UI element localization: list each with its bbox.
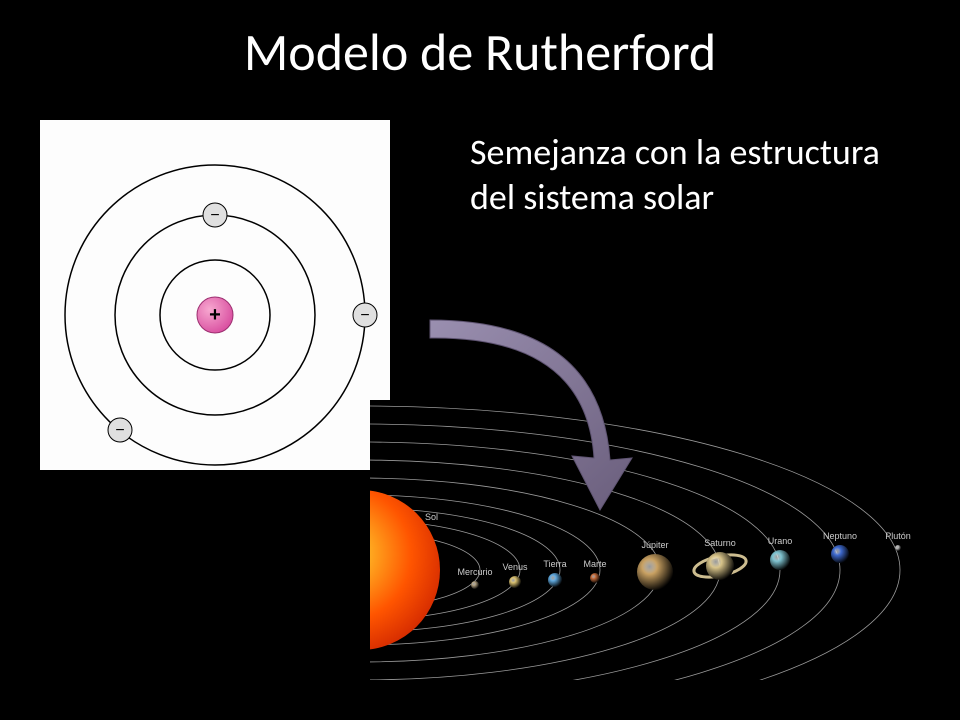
atom-diagram-panel: + − − − [40,120,390,470]
svg-text:Tierra: Tierra [543,559,566,569]
svg-text:−: − [115,422,124,439]
svg-text:Mercurio: Mercurio [457,567,492,577]
svg-text:−: − [360,307,369,324]
curved-arrow [400,290,660,550]
svg-text:Urano: Urano [768,536,793,546]
svg-text:Neptuno: Neptuno [823,531,857,541]
body-text: Semejanza con la estructura del sistema … [470,130,910,220]
atom-diagram: + − − − [40,120,390,470]
svg-text:Venus: Venus [502,562,528,572]
svg-text:−: − [210,207,219,224]
slide-title: Modelo de Rutherford [0,20,960,84]
svg-text:Marte: Marte [583,559,606,569]
svg-text:Plutón: Plutón [885,531,911,541]
slide: Modelo de Rutherford + − − − Semejanza con … [0,0,960,720]
svg-text:+: + [209,304,221,326]
svg-text:Saturno: Saturno [704,538,736,548]
